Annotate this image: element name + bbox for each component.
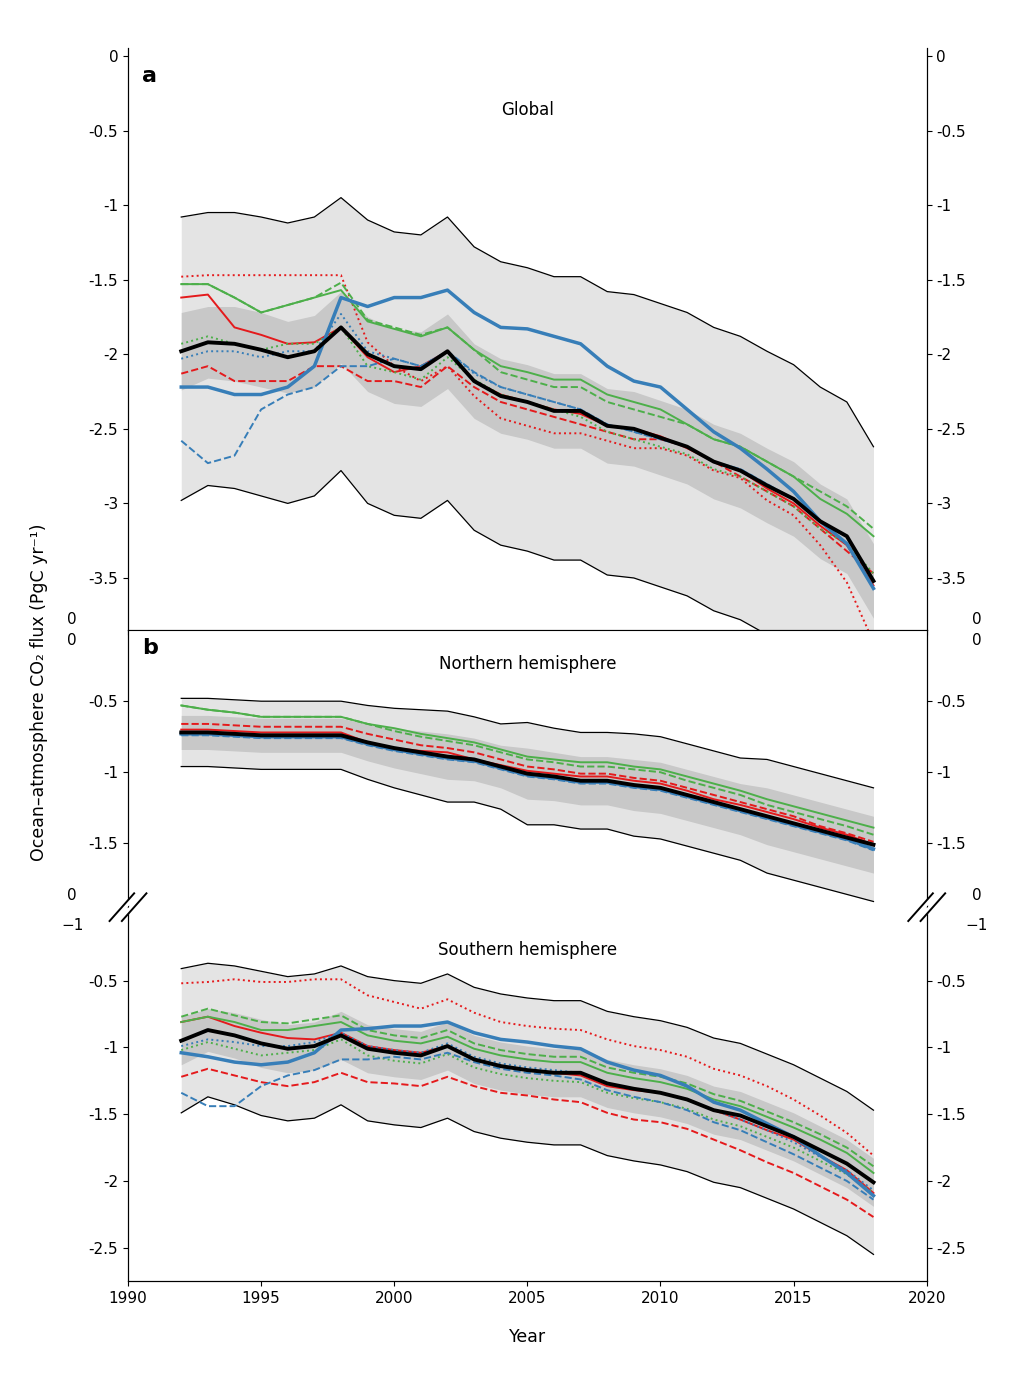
Text: 0: 0 xyxy=(972,633,982,648)
Text: b: b xyxy=(142,638,159,658)
Text: 0: 0 xyxy=(68,633,77,648)
Text: a: a xyxy=(142,66,158,86)
Text: 0: 0 xyxy=(972,888,982,903)
Text: 0: 0 xyxy=(972,612,982,627)
Text: Ocean–atmosphere CO₂ flux (PgC yr⁻¹): Ocean–atmosphere CO₂ flux (PgC yr⁻¹) xyxy=(30,524,48,861)
Text: Southern hemisphere: Southern hemisphere xyxy=(438,940,616,958)
Text: Year: Year xyxy=(509,1328,546,1346)
Text: 0: 0 xyxy=(68,888,77,903)
Text: 0: 0 xyxy=(68,612,77,627)
Text: Northern hemisphere: Northern hemisphere xyxy=(438,655,616,673)
Text: −1: −1 xyxy=(60,918,83,933)
Text: Global: Global xyxy=(501,101,554,119)
Text: −1: −1 xyxy=(966,918,988,933)
